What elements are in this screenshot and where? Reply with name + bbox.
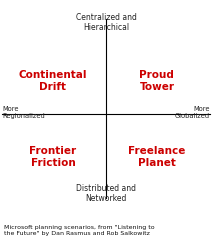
Text: Microsoft planning scenarios, from "Listening to
the Future" by Dan Rasmus and R: Microsoft planning scenarios, from "List… [4,225,155,236]
Text: Frontier
Friction: Frontier Friction [29,146,77,168]
Text: Distributed and
Networked: Distributed and Networked [76,184,136,203]
Text: Centralized and
Hierarchical: Centralized and Hierarchical [75,13,137,33]
Text: Freelance
Planet: Freelance Planet [128,146,186,168]
Text: More
Globalized: More Globalized [175,106,210,119]
Text: More
Regionalized: More Regionalized [2,106,45,119]
Text: Proud
Tower: Proud Tower [139,70,174,92]
Text: Continental
Drift: Continental Drift [19,70,87,92]
